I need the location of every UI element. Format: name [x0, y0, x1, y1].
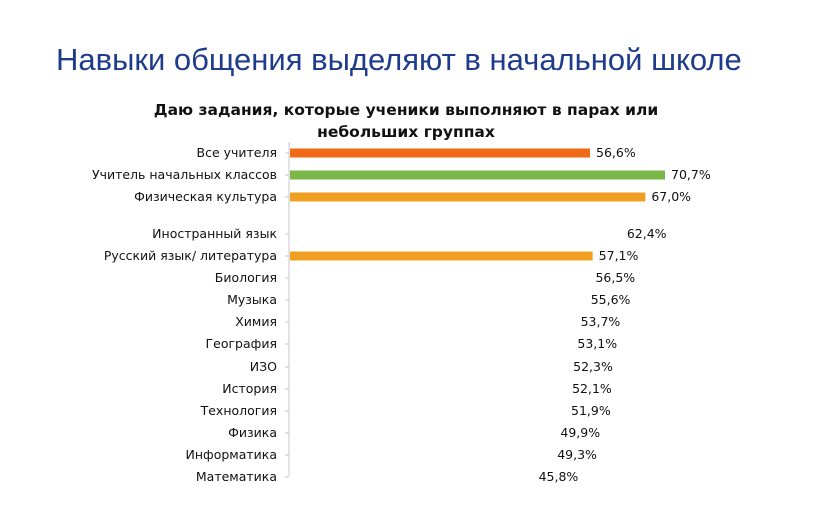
category-label: Химия	[235, 314, 277, 329]
category-label: География	[206, 336, 277, 351]
slide-title: Навыки общения выделяют в начальной школ…	[56, 42, 742, 77]
category-label: Музыка	[227, 292, 277, 307]
value-label: 49,9%	[560, 425, 600, 440]
category-label: Информатика	[186, 447, 278, 462]
value-label: 53,1%	[577, 336, 617, 351]
bar	[290, 148, 591, 158]
category-label: Русский язык/ литература	[104, 248, 277, 263]
value-label: 62,4%	[627, 226, 667, 241]
category-label: Физика	[228, 425, 277, 440]
category-label: История	[222, 381, 277, 396]
value-label: 45,8%	[539, 469, 579, 484]
bar	[290, 170, 665, 180]
bar	[290, 251, 593, 261]
chart-title-line-2: небольших группах	[317, 123, 495, 141]
category-label: Иностранный язык	[152, 226, 277, 241]
value-label: 52,3%	[573, 359, 613, 374]
value-label: 53,7%	[581, 314, 621, 329]
value-label: 70,7%	[671, 167, 711, 182]
category-label: Биология	[215, 270, 277, 285]
plot-area: Все учителя 56,6% Учитель начальных классо…	[92, 145, 711, 484]
value-label: 51,9%	[571, 403, 611, 418]
category-label: Технология	[200, 403, 277, 418]
value-label: 67,0%	[651, 189, 691, 204]
chart-title-line-1: Даю задания, которые ученики выполняют в…	[154, 101, 658, 119]
category-label: Учитель начальных классов	[92, 167, 277, 182]
value-label: 56,5%	[595, 270, 635, 285]
value-label: 57,1%	[599, 248, 639, 263]
bar	[290, 192, 646, 202]
category-label: ИЗО	[250, 359, 277, 374]
value-label: 49,3%	[557, 447, 597, 462]
category-label: Математика	[196, 469, 277, 484]
value-label: 55,6%	[591, 292, 631, 307]
value-label: 52,1%	[572, 381, 612, 396]
category-label: Все учителя	[197, 145, 278, 160]
category-label: Физическая культура	[134, 189, 277, 204]
value-label: 56,6%	[596, 145, 636, 160]
